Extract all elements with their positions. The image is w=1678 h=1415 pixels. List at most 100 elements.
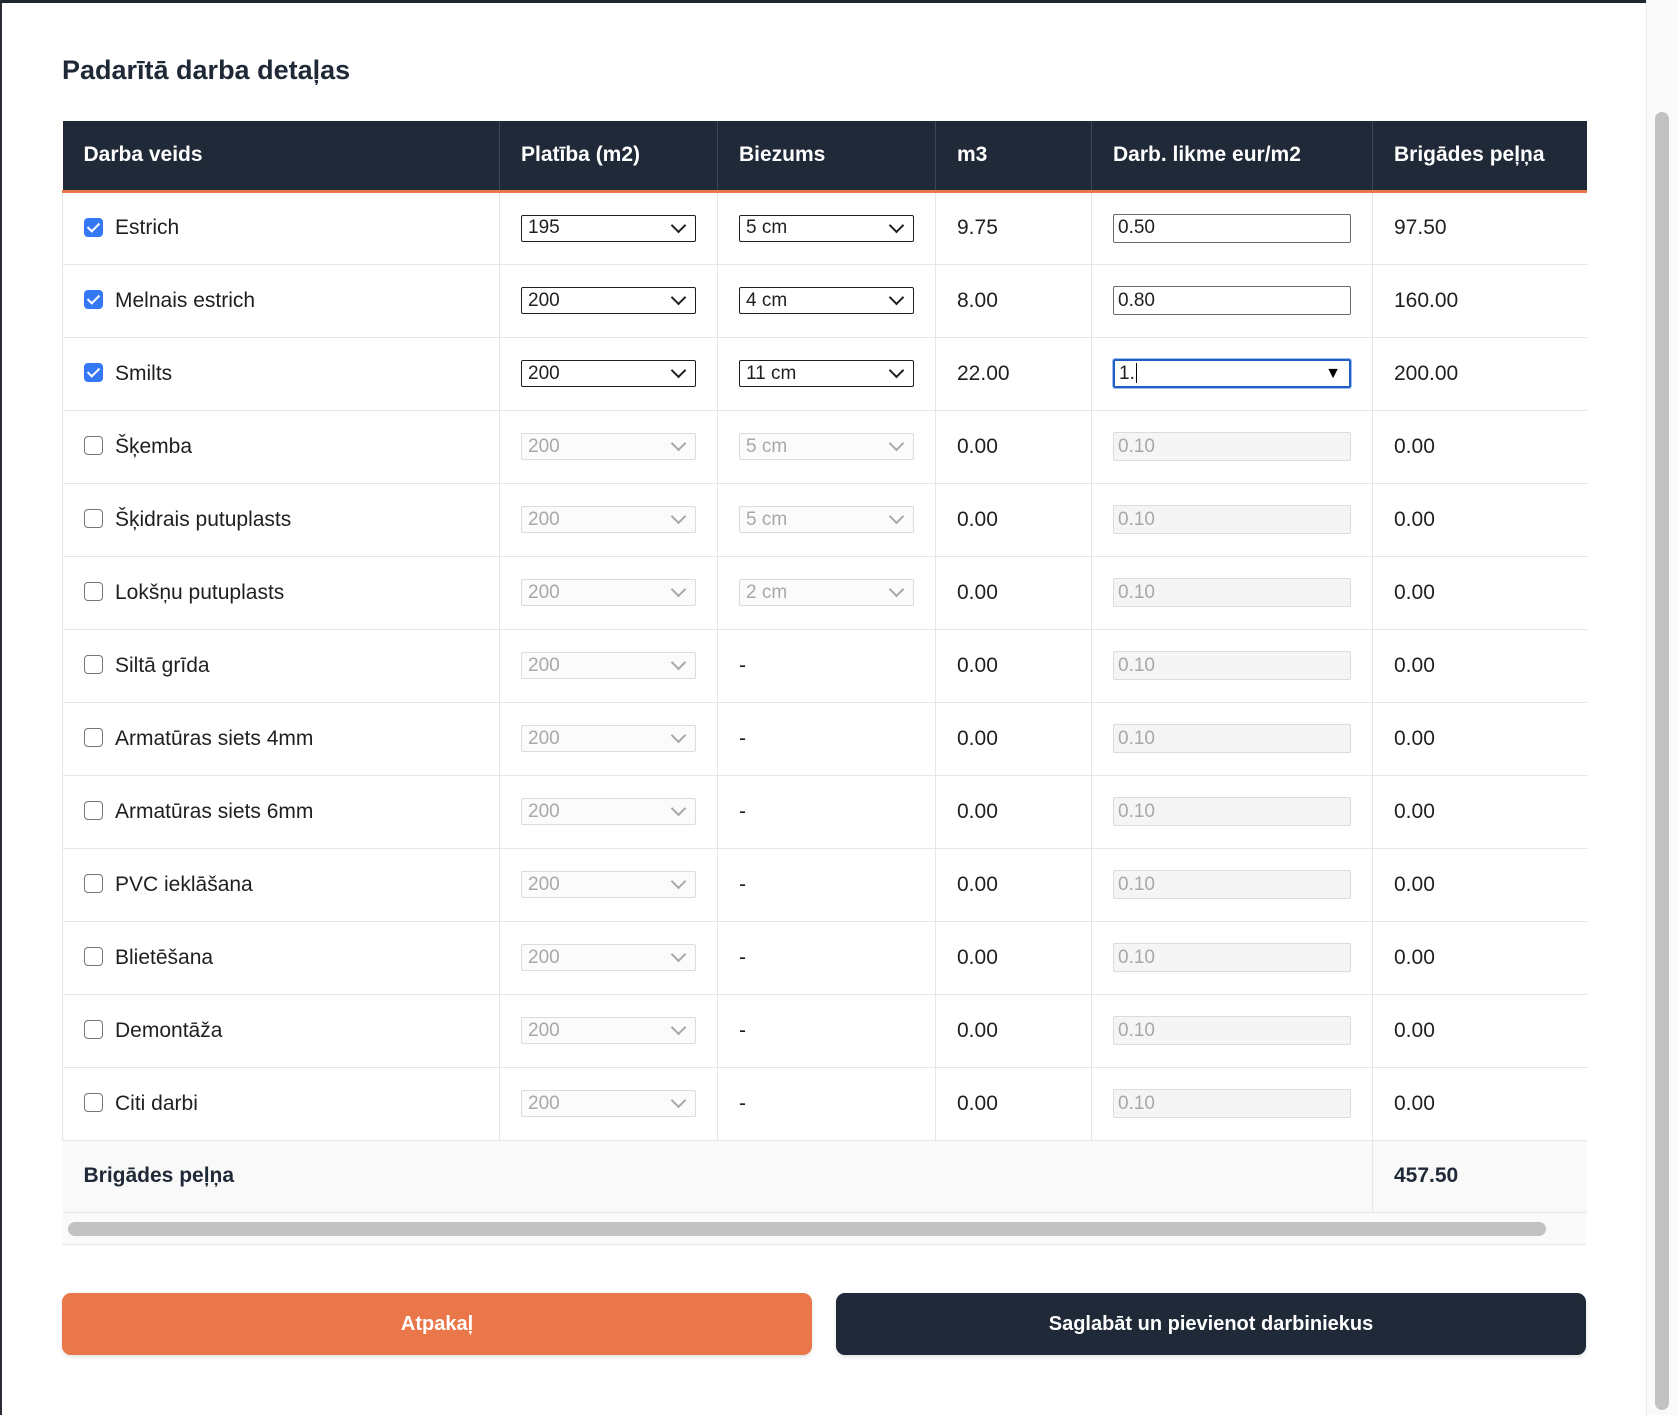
thickness-cell: - [717,848,936,922]
work-type-checkbox[interactable] [84,290,103,309]
chevron-down-icon [670,435,687,452]
area-cell: 195 [499,191,718,265]
area-select: 200 [521,579,696,606]
work-type-cell: PVC ieklāšana [62,848,500,922]
rate-input: 0.10 [1113,1089,1351,1118]
area-select-value: 200 [528,435,560,457]
work-type-label: Blietēšana [115,945,214,969]
area-select[interactable]: 195 [521,214,696,242]
thickness-cell: - [717,775,936,849]
rate-cell: 0.10 [1091,483,1373,557]
work-type-cell: Siltā grīda [62,629,500,703]
rate-input-value: 0.10 [1118,727,1155,749]
total-profit-value: 457.50 [1372,1140,1587,1213]
work-type-checkbox[interactable] [84,801,103,820]
thickness-select-value: 5 cm [746,435,788,457]
back-button[interactable]: Atpakaļ [62,1293,812,1355]
area-cell: 200 [499,775,718,849]
rate-input: 0.10 [1113,578,1351,607]
m3-cell: 0.00 [935,775,1092,849]
thickness-cell: 11 cm [717,337,936,411]
work-type-label: Smilts [115,361,173,385]
profit-cell: 97.50 [1372,191,1587,265]
work-type-checkbox[interactable] [84,655,103,674]
area-select: 200 [521,871,696,898]
save-and-add-workers-button[interactable]: Saglabāt un pievienot darbiniekus [836,1293,1586,1355]
rate-cell: 0.10 [1091,775,1373,849]
thickness-select: 5 cm [739,506,914,533]
window-top-edge [0,0,1678,3]
work-type-checkbox[interactable] [84,1020,103,1039]
thickness-cell: - [717,702,936,776]
thickness-select[interactable]: 4 cm [739,287,914,314]
horizontal-scrollbar-thumb[interactable] [68,1222,1546,1236]
m3-cell: 0.00 [935,702,1092,776]
rate-cell: 0.10 [1091,1067,1373,1141]
profit-cell: 0.00 [1372,483,1587,557]
page-scrollbar-thumb[interactable] [1655,112,1669,1410]
thickness-cell: 4 cm [717,264,936,338]
work-type-cell: Citi darbi [62,1067,500,1141]
rate-input: 0.10 [1113,651,1351,680]
area-select[interactable]: 200 [521,287,696,314]
chevron-down-icon [888,435,905,452]
work-type-cell: Šķidrais putuplasts [62,483,500,557]
autocomplete-triangle-icon[interactable]: ▼ [1325,364,1341,382]
rate-input-value: 0.10 [1118,508,1155,530]
profit-cell: 0.00 [1372,994,1587,1068]
area-select[interactable]: 200 [521,360,696,387]
m3-cell: 0.00 [935,1067,1092,1141]
work-type-cell: Melnais estrich [62,264,500,338]
profit-cell: 200.00 [1372,337,1587,411]
table-row: PVC ieklāšana 200 - 0.00 0.10 0.00 [62,848,1587,922]
total-profit-label: Brigādes peļņa [62,1140,1373,1213]
work-type-cell: Lokšņu putuplasts [62,556,500,630]
work-type-cell: Blietēšana [62,921,500,995]
work-type-checkbox[interactable] [84,947,103,966]
rate-input: 0.10 [1113,432,1351,461]
work-type-label: Estrich [115,216,180,239]
rate-input[interactable]: 0.50 [1113,213,1351,243]
m3-cell: 0.00 [935,994,1092,1068]
work-type-checkbox[interactable] [84,1093,103,1112]
thickness-empty: - [739,799,746,823]
chevron-down-icon [670,508,687,525]
rate-input[interactable]: 1. ▼ [1112,358,1352,389]
work-type-checkbox[interactable] [84,363,103,382]
work-type-checkbox[interactable] [84,582,103,601]
table-row: Smilts 200 11 cm 22.00 1. ▼ 200.00 [62,337,1587,411]
chevron-down-icon [670,946,687,963]
area-select-value: 200 [528,289,560,311]
area-select: 200 [521,725,696,752]
rate-input-value: 0.10 [1118,435,1155,457]
work-type-checkbox[interactable] [84,509,103,528]
thickness-empty: - [739,1091,746,1115]
work-type-label: Demontāža [115,1018,223,1042]
thickness-select-value: 5 cm [746,217,788,238]
work-type-cell: Smilts [62,337,500,411]
column-header-profit: Brigādes peļņa [1372,121,1587,193]
area-select-value: 200 [528,946,560,968]
work-type-checkbox[interactable] [84,728,103,747]
column-header-rate: Darb. likme eur/m2 [1091,121,1373,193]
profit-cell: 160.00 [1372,264,1587,338]
work-type-checkbox[interactable] [84,874,103,893]
area-select: 200 [521,1090,696,1117]
rate-input[interactable]: 0.80 [1113,286,1351,315]
profit-cell: 0.00 [1372,410,1587,484]
chevron-down-icon [670,289,687,306]
thickness-select[interactable]: 5 cm [739,214,914,242]
table-row: Estrich 195 5 cm 9.75 0.50 97.50 [62,191,1587,265]
work-type-checkbox[interactable] [84,217,103,237]
thickness-empty: - [739,872,746,896]
thickness-select[interactable]: 11 cm [739,360,914,387]
thickness-cell: - [717,629,936,703]
table-row: Blietēšana 200 - 0.00 0.10 0.00 [62,921,1587,995]
chevron-down-icon [888,289,905,306]
table-row: Armatūras siets 4mm 200 - 0.00 0.10 0.00 [62,702,1587,776]
profit-cell: 0.00 [1372,702,1587,776]
m3-cell: 0.00 [935,848,1092,922]
rate-input-value: 0.80 [1118,289,1155,311]
work-type-checkbox[interactable] [84,436,103,455]
rate-cell: 0.10 [1091,994,1373,1068]
